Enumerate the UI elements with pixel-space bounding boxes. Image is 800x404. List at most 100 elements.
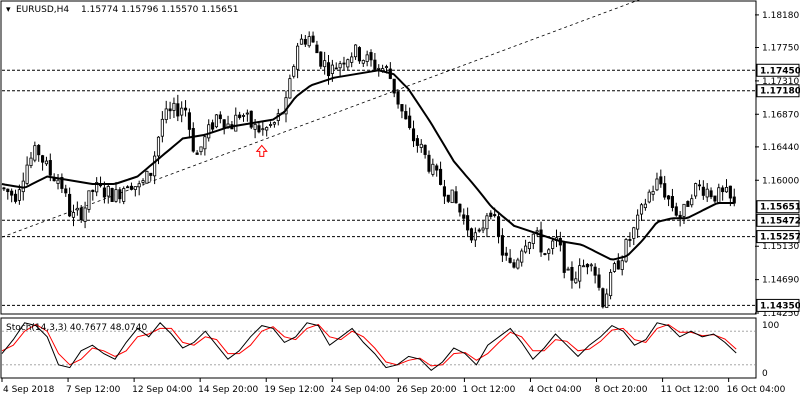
candle-body (659, 176, 663, 185)
candle-body (319, 51, 323, 67)
candle-body (686, 201, 690, 207)
arrow-marker-group (255, 144, 268, 157)
candle-body (620, 260, 624, 270)
candle-body (643, 203, 647, 209)
candle-body (10, 190, 14, 196)
candle-body (701, 186, 705, 196)
candle-body (110, 188, 114, 202)
time-tick-label: 4 Sep 2018 (3, 385, 55, 395)
time-tick-label: 26 Sep 20:00 (396, 385, 456, 395)
candle-body (122, 188, 126, 202)
candle-body (160, 118, 164, 137)
candle-body (373, 59, 377, 70)
candle-body (284, 97, 288, 115)
chart-title: EURUSD,H4 (16, 5, 69, 15)
candle-body (473, 232, 477, 241)
candle-body (311, 35, 315, 43)
candle-body (71, 212, 76, 218)
candle-body (41, 155, 45, 163)
level-badge-label: 1.15257 (760, 233, 800, 243)
candle-body (168, 108, 172, 112)
candle-body (435, 165, 439, 171)
candle-body (129, 185, 134, 190)
candle-body (612, 263, 617, 272)
current-price-badge-bg (756, 200, 800, 214)
candle-body (164, 108, 168, 120)
level-badge-label: 1.15472 (760, 216, 800, 226)
candle-body (56, 179, 60, 184)
candle-body (75, 207, 79, 211)
candle-body (249, 110, 253, 128)
candle-body (303, 38, 307, 45)
candle-body (126, 186, 130, 189)
level-badge-label: 1.14350 (760, 301, 800, 311)
candle-body (500, 235, 504, 256)
candle-body (423, 144, 427, 155)
candle-body (203, 136, 207, 150)
price-axis: 10001.181801.177501.173101.168701.164401… (755, 11, 799, 379)
candle-body (408, 115, 412, 129)
candle-body (493, 214, 497, 217)
candle-body (439, 168, 443, 185)
candle-body (323, 60, 327, 68)
candle-body (508, 257, 512, 263)
candle-body (520, 250, 524, 263)
candle-body (694, 183, 698, 197)
candle-body (91, 189, 95, 193)
candle-body (551, 240, 555, 249)
time-tick-label: 19 Sep 12:00 (264, 385, 324, 395)
candle-body (624, 239, 628, 262)
candle-body (431, 163, 435, 175)
candle-body (585, 263, 589, 268)
candle-body (632, 227, 636, 239)
candle-body (454, 191, 458, 204)
candle-body (180, 107, 184, 116)
candle-body (670, 196, 674, 208)
candle-body (535, 230, 539, 233)
candle-body (334, 67, 338, 70)
candle-body (268, 124, 273, 126)
current-price-badge-label: 1.15651 (760, 203, 800, 213)
time-tick-label: 11 Oct 12:00 (661, 385, 720, 395)
time-tick-label: 24 Sep 04:00 (330, 385, 390, 395)
candle-body (516, 259, 520, 269)
candle-body (346, 59, 350, 68)
candle-body (539, 229, 543, 253)
candle-body (666, 195, 671, 200)
candle-body (705, 188, 709, 198)
candle-body (369, 52, 373, 61)
stoch-plot-frame (0, 317, 757, 379)
candle-body (609, 271, 613, 297)
candle-body (570, 266, 574, 281)
candle-body (682, 203, 686, 217)
candle-body (446, 194, 450, 202)
candle-body (350, 56, 354, 63)
candle-body (133, 186, 137, 190)
time-tick-label: 1 Oct 12:00 (462, 385, 515, 395)
candle-body (330, 64, 334, 74)
candle-body (265, 127, 269, 131)
candle-body (68, 193, 72, 217)
candle-body (102, 187, 106, 198)
time-tick-label: 12 Sep 04:00 (132, 385, 192, 395)
candle-body (199, 146, 203, 153)
candle-body (574, 278, 578, 284)
stoch-signal-line (1, 323, 737, 367)
time-tick-label: 4 Oct 04:00 (528, 385, 581, 395)
candle-body (597, 274, 601, 288)
candle-body (601, 288, 605, 308)
candle-body (462, 214, 466, 219)
time-axis: 4 Sep 2018 7 Sep 12:00 12 Sep 04:00 14 Sep … (1, 378, 786, 395)
candle-body (211, 122, 215, 130)
candle-body (512, 262, 516, 268)
candle-body (357, 47, 361, 62)
candle-body (396, 91, 400, 105)
candle-body (496, 216, 501, 237)
candle-body (697, 184, 702, 187)
candle-body (713, 195, 717, 202)
candle-body (593, 266, 597, 276)
candle-body (419, 143, 423, 148)
candle-body (728, 185, 732, 199)
candle-body (79, 207, 83, 221)
